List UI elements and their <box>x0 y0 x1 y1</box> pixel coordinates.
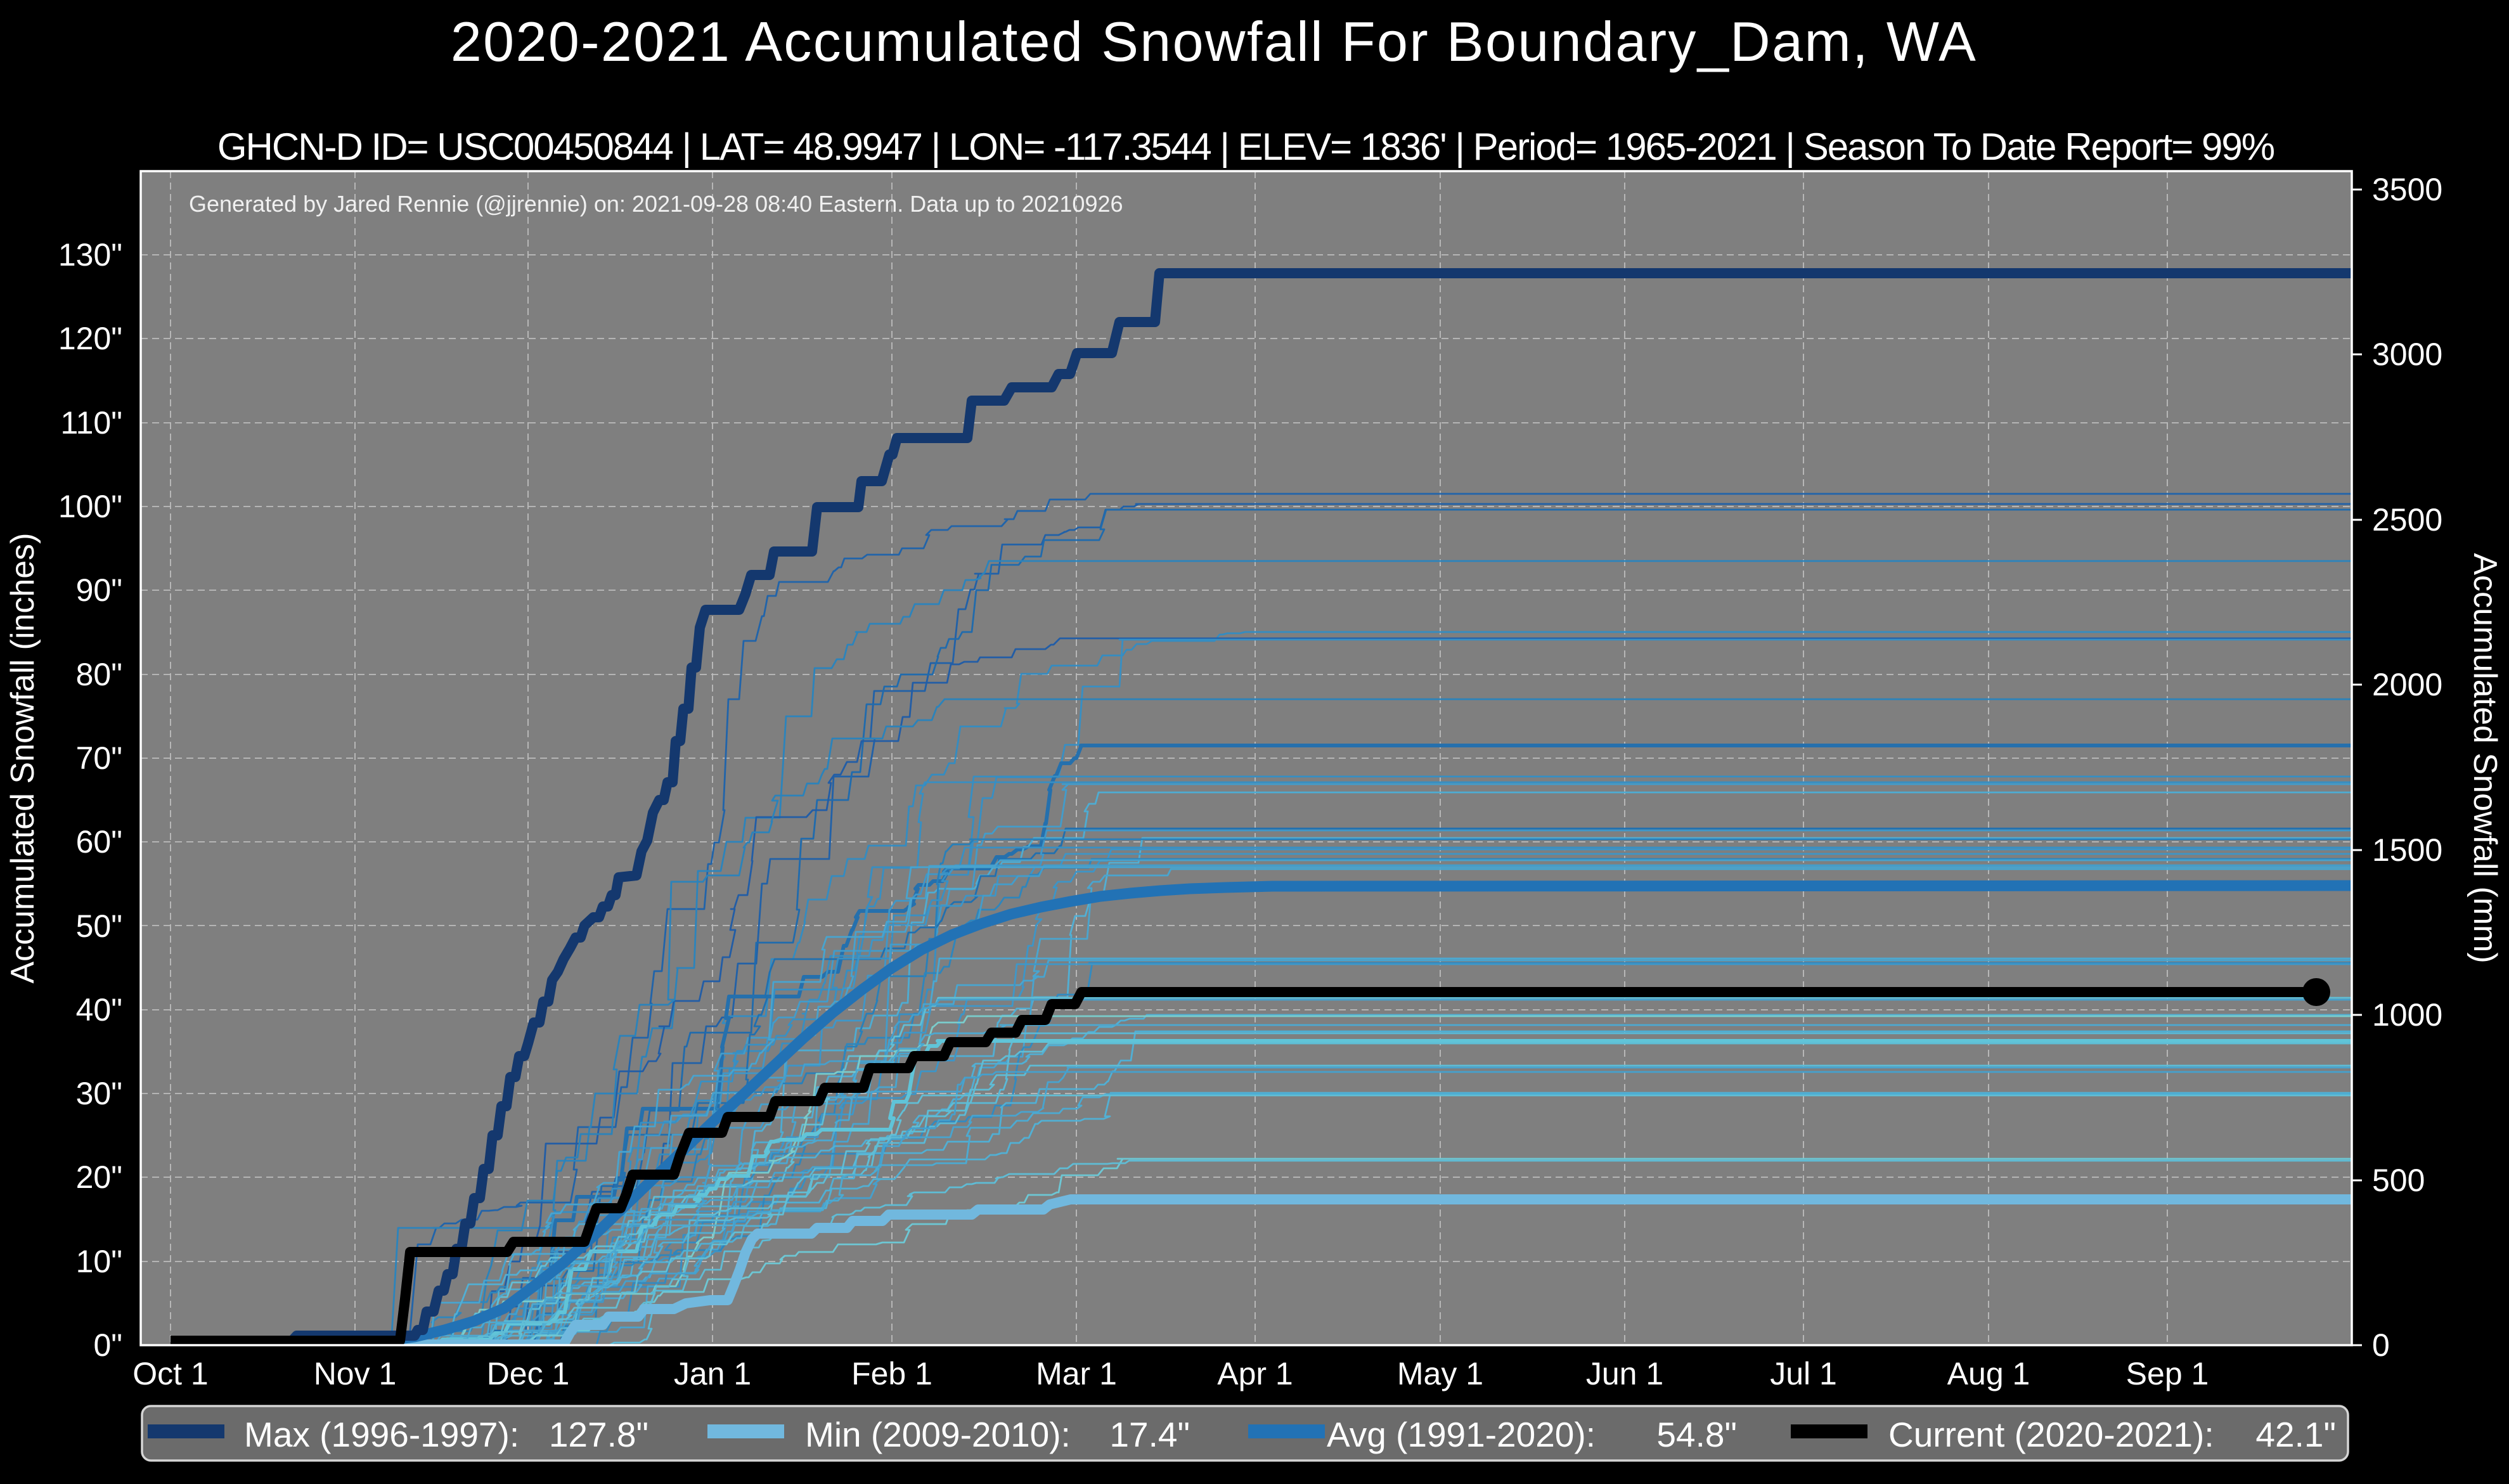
svg-text:2020-2021 Accumulated Snowfall: 2020-2021 Accumulated Snowfall For Bound… <box>451 10 1977 73</box>
svg-text:17.4": 17.4" <box>1109 1415 1190 1454</box>
svg-text:2500: 2500 <box>2372 502 2442 538</box>
svg-text:May 1: May 1 <box>1397 1356 1483 1391</box>
svg-text:Max (1996-1997):: Max (1996-1997): <box>244 1415 519 1454</box>
svg-text:80": 80" <box>76 657 122 692</box>
svg-text:50": 50" <box>76 908 122 944</box>
svg-text:Current (2020-2021):: Current (2020-2021): <box>1888 1415 2214 1454</box>
svg-text:Accumulated Snowfall (mm): Accumulated Snowfall (mm) <box>2467 553 2503 963</box>
svg-text:127.8": 127.8" <box>549 1415 648 1454</box>
svg-text:40": 40" <box>76 992 122 1028</box>
svg-text:Accumulated Snowfall (inches): Accumulated Snowfall (inches) <box>4 533 41 984</box>
svg-text:20": 20" <box>76 1159 122 1195</box>
svg-text:Nov 1: Nov 1 <box>314 1356 397 1391</box>
svg-text:Avg (1991-2020):: Avg (1991-2020): <box>1327 1415 1596 1454</box>
svg-text:Sep 1: Sep 1 <box>2126 1356 2209 1391</box>
svg-text:Feb 1: Feb 1 <box>851 1356 932 1391</box>
svg-text:1000: 1000 <box>2372 997 2442 1033</box>
svg-text:130": 130" <box>58 237 122 273</box>
svg-text:120": 120" <box>58 321 122 356</box>
svg-text:90": 90" <box>76 572 122 608</box>
svg-text:30": 30" <box>76 1076 122 1111</box>
svg-text:Jan 1: Jan 1 <box>674 1356 751 1391</box>
svg-text:1500: 1500 <box>2372 832 2442 868</box>
svg-text:0": 0" <box>93 1327 122 1363</box>
svg-text:GHCN-D ID= USC00450844 | LAT=: GHCN-D ID= USC00450844 | LAT= 48.9947 | … <box>217 126 2274 168</box>
svg-text:Apr 1: Apr 1 <box>1217 1356 1293 1391</box>
svg-text:70": 70" <box>76 740 122 776</box>
svg-text:100": 100" <box>58 489 122 524</box>
svg-text:500: 500 <box>2372 1163 2425 1198</box>
svg-text:Generated by Jared Rennie (@jj: Generated by Jared Rennie (@jjrennie) on… <box>189 191 1123 217</box>
svg-text:Jul 1: Jul 1 <box>1770 1356 1837 1391</box>
svg-text:Mar 1: Mar 1 <box>1036 1356 1117 1391</box>
svg-text:Jun 1: Jun 1 <box>1586 1356 1663 1391</box>
svg-text:Oct 1: Oct 1 <box>132 1356 208 1391</box>
svg-text:0: 0 <box>2372 1327 2390 1363</box>
svg-text:Aug 1: Aug 1 <box>1947 1356 2030 1391</box>
svg-text:10": 10" <box>76 1244 122 1279</box>
svg-text:Min (2009-2010):: Min (2009-2010): <box>805 1415 1071 1454</box>
svg-text:42.1": 42.1" <box>2255 1415 2336 1454</box>
svg-text:110": 110" <box>61 405 122 441</box>
svg-text:54.8": 54.8" <box>1656 1415 1737 1454</box>
svg-text:2000: 2000 <box>2372 667 2442 702</box>
svg-text:60": 60" <box>76 824 122 860</box>
svg-text:Dec 1: Dec 1 <box>487 1356 570 1391</box>
svg-text:3500: 3500 <box>2372 172 2442 207</box>
svg-text:3000: 3000 <box>2372 337 2442 372</box>
